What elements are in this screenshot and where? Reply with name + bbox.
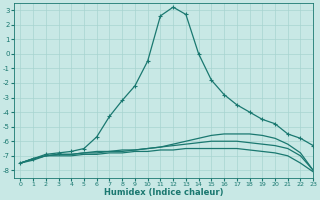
X-axis label: Humidex (Indice chaleur): Humidex (Indice chaleur) — [104, 188, 223, 197]
